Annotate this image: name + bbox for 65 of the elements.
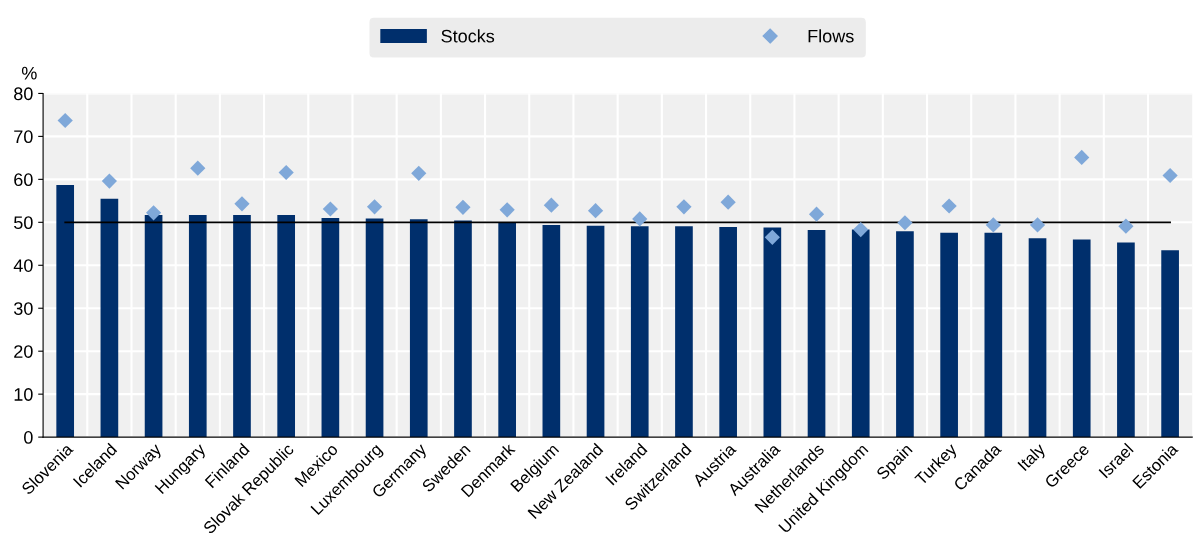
point — [499, 202, 515, 218]
bar — [851, 229, 870, 438]
bar — [896, 231, 914, 438]
bar — [56, 184, 75, 438]
point — [1118, 218, 1134, 234]
bar — [144, 215, 163, 438]
bar — [675, 226, 693, 438]
y-tick-label: 70 — [14, 130, 33, 144]
point — [543, 197, 559, 213]
y-tick-label: 20 — [14, 345, 33, 358]
point — [455, 199, 471, 215]
point — [941, 198, 957, 214]
x-tick-label: Italy — [1017, 442, 1049, 474]
y-tick-label: 0 — [24, 431, 33, 444]
bar — [1117, 242, 1135, 438]
y-tick-label: 30 — [13, 302, 33, 315]
point — [101, 173, 117, 189]
bar — [321, 218, 340, 438]
y-tick-label: 40 — [13, 259, 33, 272]
bar — [1072, 239, 1091, 438]
point — [897, 215, 913, 231]
bar — [984, 232, 1003, 438]
bar — [807, 230, 826, 438]
bar — [454, 220, 472, 438]
point — [278, 164, 294, 181]
bar — [409, 219, 428, 438]
y-tick-label: 80 — [14, 87, 33, 101]
bar — [277, 215, 296, 438]
point — [145, 205, 162, 221]
y-tick-label: 50 — [14, 216, 33, 230]
bar — [586, 225, 605, 438]
point — [1029, 217, 1046, 233]
legend-label: Flows — [808, 29, 854, 43]
point — [632, 211, 648, 227]
point — [190, 160, 206, 176]
point — [1074, 149, 1090, 166]
point — [720, 194, 736, 210]
point — [322, 201, 338, 217]
bar — [940, 232, 958, 438]
point — [808, 206, 825, 222]
point — [853, 222, 869, 238]
point — [234, 196, 250, 212]
y-tick-label: 10 — [14, 388, 33, 401]
point — [676, 199, 692, 215]
point — [985, 217, 1001, 233]
point — [411, 165, 427, 181]
bar — [630, 226, 649, 438]
point — [587, 203, 604, 219]
bar — [365, 218, 384, 438]
point — [57, 112, 73, 129]
bar — [763, 227, 782, 438]
bar — [719, 227, 737, 438]
point — [1162, 167, 1178, 184]
point — [764, 229, 780, 245]
y-axis-title: % — [21, 66, 37, 80]
bar — [542, 224, 561, 438]
bar — [188, 215, 207, 438]
legend-label: Stocks — [441, 29, 495, 43]
bar — [498, 221, 516, 438]
bar — [233, 215, 251, 438]
bar — [1161, 250, 1179, 438]
y-tick-label: 60 — [14, 173, 33, 187]
bar — [100, 198, 119, 438]
point — [366, 199, 383, 215]
bar — [1028, 238, 1047, 438]
